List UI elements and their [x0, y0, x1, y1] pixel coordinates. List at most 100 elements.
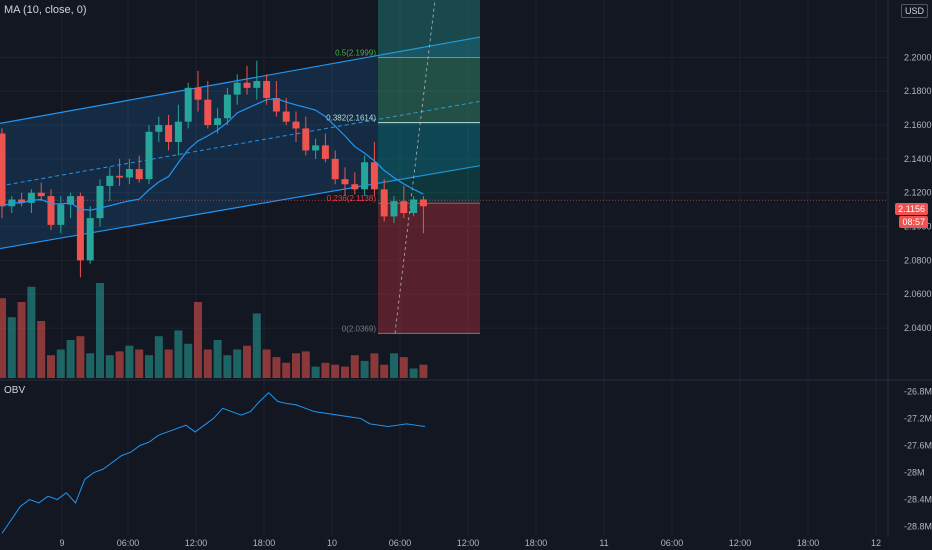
price-tick-label: 2.2000	[904, 52, 932, 62]
candle-body	[312, 145, 320, 151]
candle-body	[419, 199, 427, 207]
candle-body	[400, 201, 408, 214]
volume-bar	[194, 302, 202, 378]
volume-bar	[203, 349, 212, 378]
candle-body	[370, 162, 378, 190]
candle-body	[174, 121, 182, 142]
currency-badge[interactable]: USD	[900, 4, 928, 18]
candle-body	[380, 189, 388, 217]
volume-bar	[311, 366, 320, 378]
candle-body	[331, 158, 339, 180]
candle-body	[263, 81, 271, 98]
volume-bar	[409, 368, 418, 378]
obv-line	[1, 392, 426, 534]
fib-level-label: 0.5(2.1999)	[335, 49, 376, 58]
candle-body	[204, 99, 212, 126]
time-tick-label: 06:00	[389, 538, 412, 548]
candle-body	[145, 131, 153, 180]
volume-bar	[380, 364, 389, 378]
price-axis: 2.20002.18002.16002.14002.12002.10002.08…	[904, 52, 932, 333]
candle-body	[214, 118, 222, 126]
candle-body	[18, 199, 26, 203]
volume-bar	[272, 357, 281, 378]
volume-bar	[184, 343, 193, 378]
time-tick-label: 12	[871, 538, 881, 548]
volume-bar	[292, 353, 300, 378]
volume-bar	[47, 355, 55, 378]
price-tick-label: 2.0600	[904, 289, 932, 299]
fib-zone: 0.5(2.1999) 0.382(2.1614) 0.236(2.1138) 0(2…	[326, 0, 480, 334]
obv-indicator-label[interactable]: OBV	[4, 385, 26, 396]
volume-bar	[7, 317, 16, 378]
volume-bar	[37, 321, 46, 378]
candle-body	[194, 87, 202, 100]
volume-bar	[213, 340, 222, 378]
obv-tick-label: -27.2M	[904, 413, 932, 423]
candle-body	[292, 121, 300, 129]
fib-level-label: 0.382(2.1614)	[326, 114, 376, 123]
obv-tick-label: -26.8M	[904, 386, 932, 396]
candle-body	[321, 145, 329, 159]
volume-bar	[350, 355, 359, 378]
volume-bar	[282, 362, 291, 378]
time-axis: 9 06:00 12:00 18:00 10 06:00 12:00 18:00 11 06:00…	[59, 538, 881, 548]
channel-upper-line	[0, 36, 481, 124]
candle-body	[302, 128, 310, 151]
price-tick-label: 2.1800	[904, 86, 932, 96]
price-tick-label: 2.1200	[904, 188, 932, 198]
candle-body	[135, 169, 143, 180]
ma-indicator-label[interactable]: MA (10, close, 0)	[4, 4, 87, 16]
price-tick-label: 2.0800	[904, 255, 932, 265]
candle-body	[27, 192, 35, 203]
volume-bar	[223, 355, 232, 378]
ma-line	[1, 98, 424, 211]
volume-bar	[174, 330, 183, 378]
time-tick-label: 10	[327, 538, 337, 548]
volume-bar	[27, 286, 36, 378]
candle-body	[57, 204, 65, 225]
time-tick-label: 06:00	[117, 538, 140, 548]
obv-tick-label: -27.6M	[904, 440, 932, 450]
volume-bar	[164, 349, 173, 378]
volume-bar	[321, 362, 330, 378]
channel-fill	[0, 37, 480, 249]
volume-bar	[66, 340, 75, 378]
time-tick-label: 06:00	[661, 538, 684, 548]
volume-bar	[86, 353, 95, 378]
volume-bar	[390, 353, 398, 378]
candle-body	[67, 196, 75, 205]
obv-tick-label: -28.4M	[904, 495, 932, 505]
time-tick-label: 11	[599, 538, 608, 548]
volume-bar	[135, 349, 144, 378]
volume-bar	[56, 349, 65, 378]
obv-tick-label: -28.8M	[904, 522, 932, 532]
candle-body	[341, 179, 349, 185]
channel-mid-line	[0, 100, 481, 187]
volume-bar	[301, 351, 310, 378]
candle-body	[76, 196, 84, 261]
volume-bar	[0, 298, 6, 378]
time-tick-label: 18:00	[797, 538, 820, 548]
fib-level-label: 0.236(2.1138)	[327, 194, 377, 203]
time-tick-label: 9	[59, 538, 64, 548]
time-tick-label: 12:00	[457, 538, 480, 548]
time-tick-label: 12:00	[729, 538, 752, 548]
volume-bar	[154, 336, 163, 378]
volume-bar	[360, 360, 369, 378]
volume-bar	[96, 283, 104, 378]
candle-body	[390, 201, 398, 217]
fib-trend-line	[394, 0, 436, 334]
candle-body	[86, 218, 94, 261]
candle-body	[351, 184, 359, 190]
price-tick-label: 2.1400	[904, 154, 932, 164]
volume-bar	[243, 345, 251, 378]
volume-bars	[0, 283, 428, 378]
fib-zone-upper	[378, 57, 480, 123]
volume-bar	[399, 357, 408, 378]
volume-bar	[17, 302, 26, 378]
candle-body	[37, 192, 45, 197]
fib-zone-mid	[378, 122, 480, 204]
volume-bar	[125, 345, 134, 378]
candle-body	[47, 196, 55, 225]
